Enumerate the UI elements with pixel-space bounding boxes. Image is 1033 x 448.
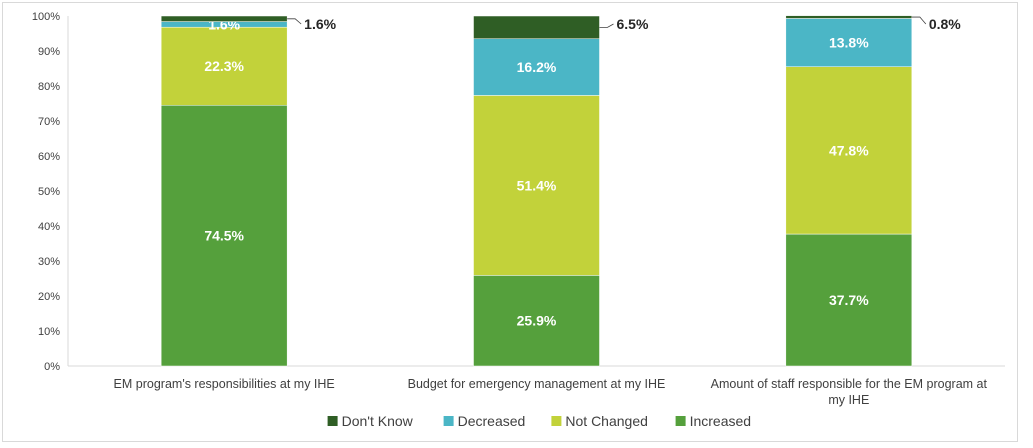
x-category-label: EM program's responsibilities at my IHE — [114, 377, 335, 391]
bar-segment-decreased — [785, 18, 913, 67]
data-label: 16.2% — [517, 59, 557, 75]
y-tick-label: 20% — [38, 291, 60, 303]
bar-segment-not-changed — [473, 95, 600, 276]
leader-line — [287, 18, 302, 25]
y-tick-label: 60% — [38, 151, 60, 163]
legend-label: Decreased — [458, 413, 526, 429]
leader-line — [911, 16, 927, 25]
data-label: 25.9% — [517, 313, 557, 329]
bar-segment-decreased — [473, 38, 600, 96]
stacked-bar-chart: 0% 10% 20% 30% 40% 50% 60% 70% 80% 90% 100% 74.5% 22… — [32, 11, 1005, 429]
data-label: 22.3% — [204, 58, 244, 74]
data-label: 6.5% — [617, 16, 649, 32]
bar-segment-increased — [785, 233, 913, 367]
data-label: 51.4% — [517, 177, 557, 193]
x-category-label: Amount of staff responsible for the EM p… — [711, 377, 988, 391]
y-tick-label: 30% — [38, 256, 60, 268]
bar-segment-increased — [160, 105, 288, 367]
data-label: 0.8% — [929, 16, 961, 32]
legend-swatch — [551, 416, 562, 426]
y-tick-label: 0% — [44, 361, 60, 373]
y-tick-label: 50% — [38, 186, 60, 198]
data-label: 37.7% — [829, 292, 869, 308]
y-tick-label: 10% — [38, 326, 60, 338]
bar-segment-don-t-know — [160, 15, 288, 22]
legend-swatch — [327, 416, 338, 426]
chart-area: 0% 10% 20% 30% 40% 50% 60% 70% 80% 90% 100% 74.5% 22… — [2, 2, 1018, 442]
data-label: 13.8% — [829, 35, 869, 51]
x-category-label: my IHE — [828, 393, 869, 407]
leader-line — [599, 23, 614, 28]
y-tick-label: 80% — [38, 81, 60, 93]
y-tick-label: 40% — [38, 221, 60, 233]
legend-swatch — [675, 416, 686, 426]
bar-segment-not-changed — [160, 26, 288, 106]
data-label: 74.5% — [204, 228, 244, 244]
legend-swatch — [443, 416, 454, 426]
legend-label: Don't Know — [342, 413, 414, 429]
y-tick-label: 100% — [32, 11, 60, 23]
legend-label: Not Changed — [565, 413, 648, 429]
data-label: 1.6% — [304, 16, 336, 32]
bar-segment-not-changed — [785, 66, 913, 235]
x-category-label: Budget for emergency management at my IH… — [408, 377, 666, 391]
bar-segment-increased — [473, 275, 600, 367]
data-label: 47.8% — [829, 142, 869, 158]
y-tick-label: 70% — [38, 116, 60, 128]
bar-segment-don-t-know — [473, 15, 600, 39]
bar-segment-don-t-know — [785, 15, 913, 19]
legend-label: Increased — [690, 413, 751, 429]
y-tick-label: 90% — [38, 46, 60, 58]
